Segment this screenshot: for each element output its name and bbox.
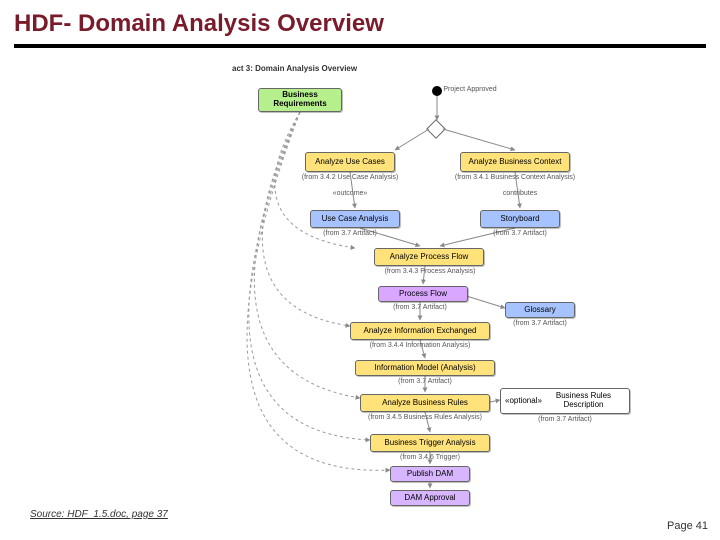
node-rules_desc: «optional»Business Rules Description bbox=[500, 388, 630, 414]
caption-c_pf: (from 3.7 Artifact) bbox=[350, 304, 490, 311]
caption-c_proc: (from 3.4.3 Process Analysis) bbox=[360, 268, 500, 275]
node-analyze_use: Analyze Use Cases bbox=[305, 152, 395, 172]
page-title: HDF- Domain Analysis Overview bbox=[14, 10, 384, 38]
caption-c_rules: (from 3.4.5 Business Rules Analysis) bbox=[355, 414, 495, 421]
title-rule bbox=[14, 44, 706, 48]
node-publish: Publish DAM bbox=[390, 466, 470, 482]
node-analyze_rules: Analyze Business Rules bbox=[360, 394, 490, 412]
node-storyboard: Storyboard bbox=[480, 210, 560, 228]
caption-c_gl: (from 3.7 Artifact) bbox=[470, 320, 610, 327]
caption-c_rd: (from 3.7 Artifact) bbox=[495, 416, 635, 423]
node-process_flow: Process Flow bbox=[378, 286, 468, 302]
page-number: Page 41 bbox=[667, 520, 708, 532]
caption-c_trig: (from 3.4.6 Trigger) bbox=[360, 454, 500, 461]
node-analyze_info: Analyze Information Exchanged bbox=[350, 322, 490, 340]
source-citation: Source: HDF_1.5.doc, page 37 bbox=[30, 509, 168, 520]
node-trigger: Business Trigger Analysis bbox=[370, 434, 490, 452]
node-glossary: Glossary bbox=[505, 302, 575, 318]
caption-c_art2: (from 3.7 Artifact) bbox=[450, 230, 590, 237]
caption-c_outc: «outcome» bbox=[280, 190, 420, 197]
edge-1 bbox=[395, 129, 429, 150]
node-approval: DAM Approval bbox=[390, 490, 470, 506]
edge-12 bbox=[490, 400, 500, 402]
caption-c_use: (from 3.4.2 Use Case Analysis) bbox=[280, 174, 420, 181]
node-business_req: Business Requirements bbox=[258, 88, 342, 112]
decision-node-icon bbox=[426, 119, 446, 139]
node-analyze_proc: Analyze Process Flow bbox=[374, 248, 484, 266]
node-info_model: Information Model (Analysis) bbox=[355, 360, 495, 376]
activity-diagram: act 3: Domain Analysis Overview Project … bbox=[0, 50, 720, 510]
caption-c_art1: (from 3.7 Artifact) bbox=[280, 230, 420, 237]
caption-c_ctx: (from 3.4.1 Business Context Analysis) bbox=[445, 174, 585, 181]
caption-c_info: (from 3.4.4 Information Analysis) bbox=[350, 342, 490, 349]
edge-2 bbox=[443, 129, 515, 150]
initial-caption: Project Approved bbox=[430, 86, 510, 93]
caption-c_im: (from 3.7 Artifact) bbox=[355, 378, 495, 385]
edges-layer bbox=[0, 50, 720, 510]
node-usecase_an: Use Case Analysis bbox=[310, 210, 400, 228]
caption-c_contr: contributes bbox=[450, 190, 590, 197]
diagram-header: act 3: Domain Analysis Overview bbox=[232, 64, 357, 73]
node-analyze_ctx: Analyze Business Context bbox=[460, 152, 570, 172]
